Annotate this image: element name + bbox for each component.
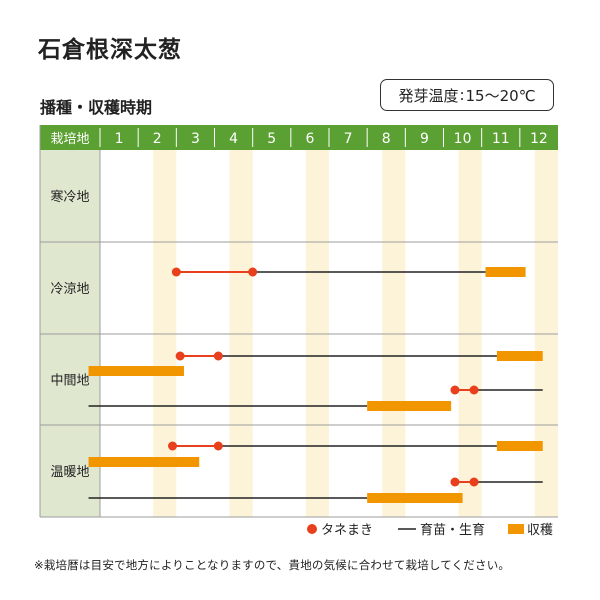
harvest-bar xyxy=(485,267,526,277)
sowing-end-dot xyxy=(469,477,479,487)
germination-label: 発芽温度 xyxy=(398,86,459,105)
month-label: 3 xyxy=(191,131,200,147)
month-label: 9 xyxy=(420,131,429,147)
germination-value: 15～20℃ xyxy=(465,86,536,105)
harvest-bar xyxy=(367,493,463,503)
legend-harvest-label: 収穫 xyxy=(527,523,553,538)
header-bar xyxy=(40,125,558,150)
month-label: 6 xyxy=(305,131,314,147)
footnote: ※栽培暦は目安で地方によりことなりますので、貴地の気候に合わせて栽培してください… xyxy=(34,558,511,572)
germination-separator: : xyxy=(459,86,465,104)
region-label: 冷涼地 xyxy=(50,282,89,297)
harvest-bar xyxy=(496,441,543,451)
sowing-end-dot xyxy=(213,351,223,361)
sowing-start-dot xyxy=(175,351,185,361)
region-label: 温暖地 xyxy=(50,465,89,480)
month-label: 5 xyxy=(267,131,276,147)
legend-harvest-marker xyxy=(508,524,524,534)
month-label: 1 xyxy=(115,131,124,147)
month-label: 10 xyxy=(454,131,472,147)
sowing-end-dot xyxy=(248,267,258,277)
sowing-start-dot xyxy=(450,477,460,487)
sowing-start-dot xyxy=(171,267,181,277)
legend-sowing-label: タネまき xyxy=(321,523,373,538)
month-label: 4 xyxy=(229,131,238,147)
sowing-start-dot xyxy=(450,385,460,395)
legend-growth-label: 育苗・生育 xyxy=(420,522,485,538)
region-label: 寒冷地 xyxy=(50,189,89,205)
month-label: 12 xyxy=(530,131,548,147)
sowing-end-dot xyxy=(469,385,479,395)
harvest-bar xyxy=(88,457,200,467)
cultivation-calendar-chart: 栽培地 1 2 3 4 5 6 7 8 9 10 11 12寒冷地冷涼地中間地温暖地タネまき 育苗・生育収… xyxy=(39,125,558,538)
month-label: 7 xyxy=(344,131,353,147)
sowing-start-dot xyxy=(168,441,178,451)
region-label: 中間地 xyxy=(50,374,89,389)
month-label: 11 xyxy=(492,131,510,147)
section-label: 播種・収穫時期 xyxy=(40,98,153,117)
harvest-bar xyxy=(88,366,184,376)
legend-sowing-marker xyxy=(307,524,317,534)
sowing-end-dot xyxy=(213,441,223,451)
month-label: 8 xyxy=(382,131,391,147)
header-label: 栽培地 xyxy=(50,131,89,147)
month-label: 2 xyxy=(153,131,162,147)
harvest-bar xyxy=(496,351,543,361)
page-title: 石倉根深太葱 xyxy=(38,37,182,63)
harvest-bar xyxy=(367,401,452,411)
germination-temperature-box: 発芽温度:15～20℃ xyxy=(380,79,554,111)
